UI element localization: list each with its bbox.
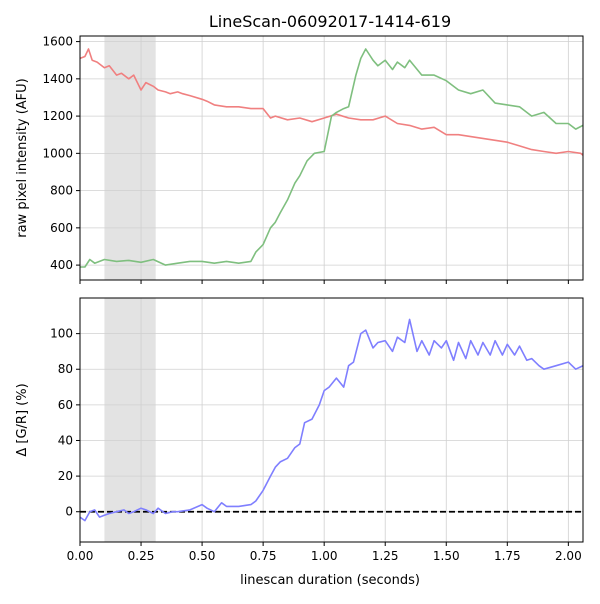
x-tick-label: 1.75 (494, 549, 521, 563)
x-tick-label: 0.75 (250, 549, 277, 563)
y-tick-label: 20 (58, 469, 73, 483)
x-tick-label: 0.50 (189, 549, 216, 563)
series-line-1 (80, 48, 583, 268)
x-tick-label: 1.25 (372, 549, 399, 563)
y-tick-label: 80 (58, 362, 73, 376)
y-tick-label: 40 (58, 433, 73, 447)
chart-title: LineScan-06092017-1414-619 (209, 12, 451, 31)
bottom-panel: 0.00 0.25 0.50 0.75 1.00 1.25 1.50 1.75 2.00 0 20 4… (15, 297, 584, 563)
shaded-region (104, 36, 156, 280)
y-tick-label: 600 (50, 221, 73, 235)
x-axis-label: linescan duration (seconds) (240, 573, 420, 588)
y-tick-label: 1000 (42, 146, 73, 160)
x-tick-label: 0.25 (128, 549, 155, 563)
y-tick-label: 400 (50, 258, 73, 272)
y-tick-label: 1200 (42, 109, 73, 123)
y-tick-label: 0 (65, 505, 73, 519)
series-line-0 (80, 318, 583, 522)
y-tick-label: 1400 (42, 72, 73, 86)
axes-frame (79, 35, 584, 281)
top-panel: 400 600 800 1000 1200 1400 1600 raw pixel inten… (15, 35, 584, 284)
x-tick-label: 1.00 (311, 549, 338, 563)
y-tick-label: 800 (50, 184, 73, 198)
y-tick-label: 1600 (42, 35, 73, 49)
y-axis-label: raw pixel intensity (AFU) (15, 78, 30, 238)
shaded-region (104, 298, 156, 542)
series-line-0 (80, 48, 583, 156)
y-tick-label: 60 (58, 398, 73, 412)
y-axis-label: Δ [G/R] (%) (15, 383, 30, 456)
x-tick-label: 1.50 (433, 549, 460, 563)
y-tick-label: 100 (50, 327, 73, 341)
x-tick-label: 0.00 (67, 549, 94, 563)
x-tick-label: 2.00 (555, 549, 582, 563)
axes-frame (79, 297, 584, 543)
